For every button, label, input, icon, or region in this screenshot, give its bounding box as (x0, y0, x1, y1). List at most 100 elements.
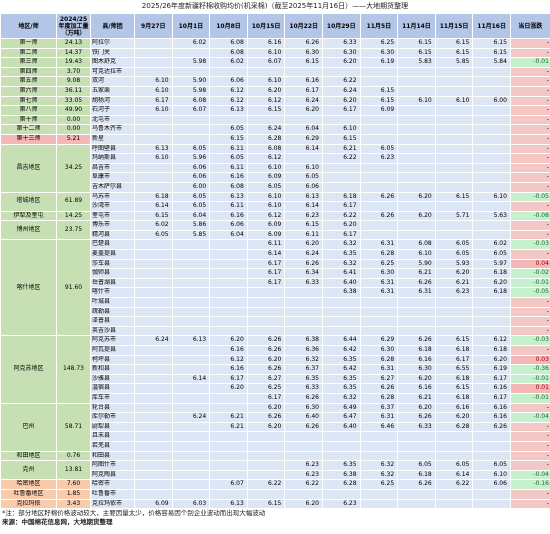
price-cell: 6.17 (321, 201, 361, 212)
change-cell: - (509, 249, 550, 260)
price-cell: 6.28 (321, 479, 361, 490)
price-cell: 6.05 (209, 124, 248, 135)
price-cell: 6.40 (284, 412, 323, 423)
county-cell: 伽师县 (90, 268, 135, 279)
price-cell (397, 431, 436, 442)
price-cell (134, 469, 173, 481)
price-cell: 6.26 (397, 412, 436, 423)
price-cell: 6.20 (321, 57, 361, 68)
price-cell (209, 258, 248, 270)
county-cell: 哈密市 (90, 479, 135, 490)
price-cell: 6.15 (472, 38, 511, 49)
price-cell (171, 277, 211, 289)
county-cell: 叶城县 (90, 297, 135, 308)
price-cell: 6.15 (434, 335, 474, 346)
price-cell: 6.18 (472, 345, 511, 356)
price-cell: 6.05 (434, 460, 474, 471)
change-cell: - (509, 76, 550, 87)
change-cell: - (509, 229, 550, 241)
price-cell: 6.38 (321, 287, 361, 299)
price-cell: 6.22 (246, 479, 286, 490)
price-cell (359, 133, 399, 145)
price-cell: 6.35 (321, 373, 361, 385)
price-cell: 6.31 (359, 412, 399, 423)
county-cell: 石河子 (90, 105, 135, 116)
price-cell: 6.21 (397, 268, 436, 279)
price-cell (171, 325, 211, 337)
county-cell: 新和县 (90, 364, 135, 375)
table-row: 且末县 - (1, 431, 550, 442)
price-cell: 5.98 (171, 85, 211, 97)
county-cell: 阜康市 (90, 172, 135, 183)
county-cell: 英吉沙县 (90, 325, 135, 337)
price-cell (397, 229, 436, 241)
price-cell (397, 124, 436, 135)
price-cell: 6.23 (284, 460, 323, 471)
price-cell: 6.17 (472, 392, 511, 404)
price-cell: 6.47 (321, 412, 361, 423)
table-row: 第十三师 5.21 新星 6.15 6.28 6.29 6.15- (0, 133, 550, 145)
change-cell: -0.08 (509, 210, 550, 222)
price-cell (359, 201, 399, 212)
price-cell (321, 181, 361, 193)
price-cell: 6.08 (246, 143, 286, 155)
price-cell: 6.16 (472, 402, 511, 414)
header-cell: 9月27日 (134, 13, 173, 39)
price-cell: 6.49 (321, 402, 361, 414)
price-cell (171, 124, 211, 135)
price-cell: 6.40 (321, 421, 361, 433)
price-cell: 6.40 (321, 277, 361, 289)
price-cell (397, 220, 436, 231)
price-cell: 6.14 (134, 201, 173, 212)
price-cell (171, 258, 211, 270)
price-cell: 6.05 (209, 153, 248, 164)
price-cell (171, 306, 211, 318)
price-cell: 6.07 (209, 479, 248, 490)
price-cell (434, 325, 474, 337)
price-cell (209, 392, 248, 404)
price-cell: 6.20 (321, 220, 361, 231)
price-cell: 6.10 (397, 249, 436, 260)
price-cell (134, 258, 173, 270)
table-row: 玛纳斯县 6.10 5.96 6.05 6.12 6.22 6.23 - (1, 153, 550, 164)
price-cell (209, 316, 248, 327)
county-cell: 博乐市 (90, 220, 135, 231)
price-cell (397, 325, 436, 337)
price-cell: 6.32 (321, 239, 361, 251)
price-cell: 6.15 (397, 47, 436, 59)
price-cell: 6.26 (359, 210, 399, 222)
price-cell: 5.93 (434, 258, 474, 270)
table-row: 第七师 33.05 胡杨河 6.17 6.08 6.12 6.12 6.24 6.20 6.15 6… (0, 95, 550, 107)
price-cell (134, 345, 173, 356)
table-row: 克州 13.81 阿图什市 6.23 6.35 6.32 6.05 6.05 6.05- (0, 460, 550, 481)
price-cell (246, 440, 286, 452)
change-cell: -0.03 (509, 335, 550, 346)
price-cell: 6.32 (321, 258, 361, 270)
county-cell: 库车市 (90, 392, 135, 404)
price-cell: 5.85 (171, 229, 211, 241)
region-cell: 第十二师 (0, 124, 57, 135)
price-cell: 6.37 (359, 402, 399, 414)
price-cell (134, 440, 173, 452)
price-cell: 6.09 (246, 220, 286, 231)
price-cell (246, 297, 286, 308)
price-cell: 6.10 (134, 85, 173, 97)
county-cell: 阿拉尔 (90, 38, 135, 49)
region-cell: 和田地区 (0, 450, 57, 462)
price-cell: 6.21 (209, 421, 248, 433)
volume-cell: 7.60 (56, 479, 91, 490)
price-cell (397, 153, 436, 164)
price-cell (434, 431, 474, 442)
change-cell: - (509, 316, 550, 327)
price-cell (134, 412, 173, 423)
price-cell: 6.19 (472, 364, 511, 375)
price-cell (359, 229, 399, 241)
price-cell: 6.06 (171, 162, 211, 174)
county-cell: 乌鲁木齐市 (90, 124, 135, 135)
price-cell (171, 345, 211, 356)
price-cell: 6.15 (397, 38, 436, 49)
change-cell: - (509, 306, 550, 318)
table-row: 伊犁及奎屯 14.25 奎屯市 6.15 6.04 6.16 6.12 6.23 6.22 6.2… (0, 210, 550, 222)
table-row: 塔城地区 61.89 乌苏市 6.18 6.05 6.13 6.10 6.13 6.18 6.26… (0, 191, 550, 212)
table-row: 沙湾市 6.14 6.05 6.11 6.10 6.14 6.17- (1, 201, 550, 212)
